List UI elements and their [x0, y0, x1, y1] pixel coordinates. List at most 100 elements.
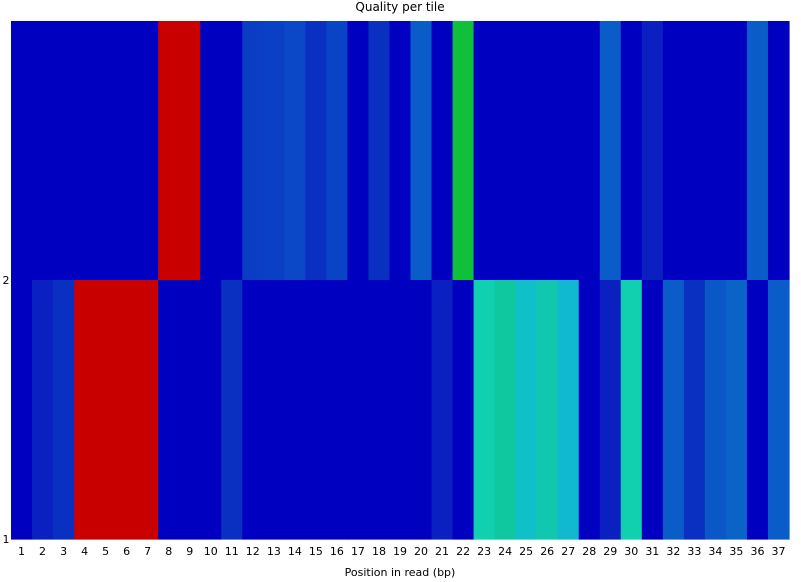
x-tick-label: 17	[351, 545, 365, 558]
x-tick-label: 7	[144, 545, 151, 558]
heatmap-cell-tile-1-pos-1	[11, 280, 33, 540]
y-tick-labels: 21	[3, 274, 10, 546]
heatmap-cell-tile-1-pos-31	[641, 280, 664, 540]
heatmap-cell-tile-1-pos-16	[326, 280, 349, 540]
heatmap-cell-tile-1-pos-36	[746, 280, 769, 540]
heatmap-cell-tile-1-pos-3	[53, 280, 75, 540]
x-tick-label: 34	[708, 545, 722, 558]
heatmap-cell-tile-1-pos-19	[389, 280, 412, 540]
x-tick-label: 4	[81, 545, 88, 558]
heatmap-cell-tile-2-pos-10	[200, 21, 222, 281]
heatmap-cell-tile-2-pos-2	[32, 21, 54, 281]
heatmap-cell-tile-2-pos-31	[641, 21, 664, 281]
heatmap-cell-tile-2-pos-15	[305, 21, 328, 281]
heatmap-cell-tile-2-pos-37	[767, 21, 790, 281]
heatmap-cell-tile-1-pos-28	[578, 280, 601, 540]
x-tick-label: 16	[330, 545, 344, 558]
heatmap-cell-tile-2-pos-23	[473, 21, 496, 281]
x-tick-label: 20	[414, 545, 428, 558]
heatmap-cell-tile-1-pos-34	[704, 280, 727, 540]
x-tick-label: 33	[687, 545, 701, 558]
heatmap-cell-tile-1-pos-18	[368, 280, 391, 540]
heatmap-cell-tile-2-pos-27	[557, 21, 580, 281]
heatmap-cell-tile-1-pos-8	[158, 280, 180, 540]
x-tick-label: 21	[435, 545, 449, 558]
x-tick-label: 13	[267, 545, 281, 558]
heatmap-cell-tile-2-pos-13	[263, 21, 285, 281]
x-tick-label: 30	[624, 545, 638, 558]
heatmap-cell-tile-1-pos-35	[725, 280, 748, 540]
heatmap-cell-tile-2-pos-8	[158, 21, 180, 281]
heatmap-cell-tile-2-pos-24	[494, 21, 517, 281]
x-tick-label: 35	[729, 545, 743, 558]
heatmap-cell-tile-1-pos-7	[137, 280, 159, 540]
heatmap-cell-tile-2-pos-25	[515, 21, 538, 281]
x-tick-label: 2	[39, 545, 46, 558]
x-tick-label: 28	[582, 545, 596, 558]
heatmap-cell-tile-2-pos-7	[137, 21, 159, 281]
heatmap-cell-tile-2-pos-34	[704, 21, 727, 281]
x-tick-label: 6	[123, 545, 130, 558]
heatmap-cell-tile-1-pos-29	[599, 280, 622, 540]
x-tick-label: 24	[498, 545, 512, 558]
heatmap-cell-tile-1-pos-11	[221, 280, 243, 540]
heatmap-cell-tile-1-pos-30	[620, 280, 643, 540]
heatmap-cell-tile-2-pos-12	[242, 21, 264, 281]
x-tick-label: 11	[225, 545, 239, 558]
heatmap-cell-tile-1-pos-17	[347, 280, 370, 540]
heatmap-cell-tile-2-pos-11	[221, 21, 243, 281]
x-tick-label: 27	[561, 545, 575, 558]
x-tick-label: 14	[288, 545, 302, 558]
heatmap-cell-tile-1-pos-21	[431, 280, 454, 540]
x-tick-label: 18	[372, 545, 386, 558]
x-axis-label: Position in read (bp)	[345, 566, 456, 579]
heatmap-cell-tile-1-pos-10	[200, 280, 222, 540]
x-tick-label: 29	[603, 545, 617, 558]
x-tick-label: 12	[246, 545, 260, 558]
heatmap-cell-tile-1-pos-25	[515, 280, 538, 540]
heatmap-cells	[11, 21, 790, 540]
heatmap-cell-tile-2-pos-33	[683, 21, 706, 281]
heatmap-cell-tile-2-pos-14	[284, 21, 306, 281]
x-tick-label: 31	[645, 545, 659, 558]
heatmap-cell-tile-1-pos-14	[284, 280, 306, 540]
heatmap-cell-tile-1-pos-9	[179, 280, 201, 540]
heatmap-cell-tile-2-pos-16	[326, 21, 349, 281]
heatmap-cell-tile-2-pos-36	[746, 21, 769, 281]
heatmap-cell-tile-2-pos-18	[368, 21, 391, 281]
heatmap-cell-tile-1-pos-37	[767, 280, 790, 540]
heatmap-cell-tile-1-pos-2	[32, 280, 54, 540]
heatmap-cell-tile-1-pos-22	[452, 280, 475, 540]
x-tick-label: 37	[771, 545, 785, 558]
x-tick-label: 5	[102, 545, 109, 558]
heatmap-cell-tile-2-pos-32	[662, 21, 685, 281]
x-tick-label: 19	[393, 545, 407, 558]
x-tick-label: 15	[309, 545, 323, 558]
heatmap-cell-tile-1-pos-26	[536, 280, 559, 540]
heatmap-cell-tile-2-pos-17	[347, 21, 370, 281]
y-tick-label: 2	[3, 274, 10, 287]
heatmap-cell-tile-2-pos-5	[95, 21, 117, 281]
heatmap-cell-tile-2-pos-28	[578, 21, 601, 281]
x-tick-label: 10	[204, 545, 218, 558]
heatmap-cell-tile-1-pos-15	[305, 280, 328, 540]
heatmap-cell-tile-1-pos-32	[662, 280, 685, 540]
heatmap-cell-tile-2-pos-21	[431, 21, 454, 281]
heatmap-cell-tile-1-pos-20	[410, 280, 433, 540]
x-tick-label: 1	[18, 545, 25, 558]
x-tick-label: 32	[666, 545, 680, 558]
heatmap-cell-tile-2-pos-6	[116, 21, 138, 281]
heatmap-cell-tile-2-pos-26	[536, 21, 559, 281]
heatmap-cell-tile-1-pos-4	[74, 280, 96, 540]
heatmap-cell-tile-2-pos-9	[179, 21, 201, 281]
heatmap-cell-tile-1-pos-5	[95, 280, 117, 540]
heatmap-cell-tile-2-pos-20	[410, 21, 433, 281]
x-tick-labels: 1 2 3 4 5 6 7 8 9 10 11 12 13 14 15 16 17 18 19 20 21 22 23 24 2…	[18, 545, 785, 558]
heatmap-cell-tile-1-pos-12	[242, 280, 264, 540]
heatmap-cell-tile-2-pos-22	[452, 21, 475, 281]
x-tick-label: 8	[165, 545, 172, 558]
heatmap-cell-tile-1-pos-6	[116, 280, 138, 540]
heatmap-cell-tile-1-pos-27	[557, 280, 580, 540]
heatmap-cell-tile-2-pos-3	[53, 21, 75, 281]
